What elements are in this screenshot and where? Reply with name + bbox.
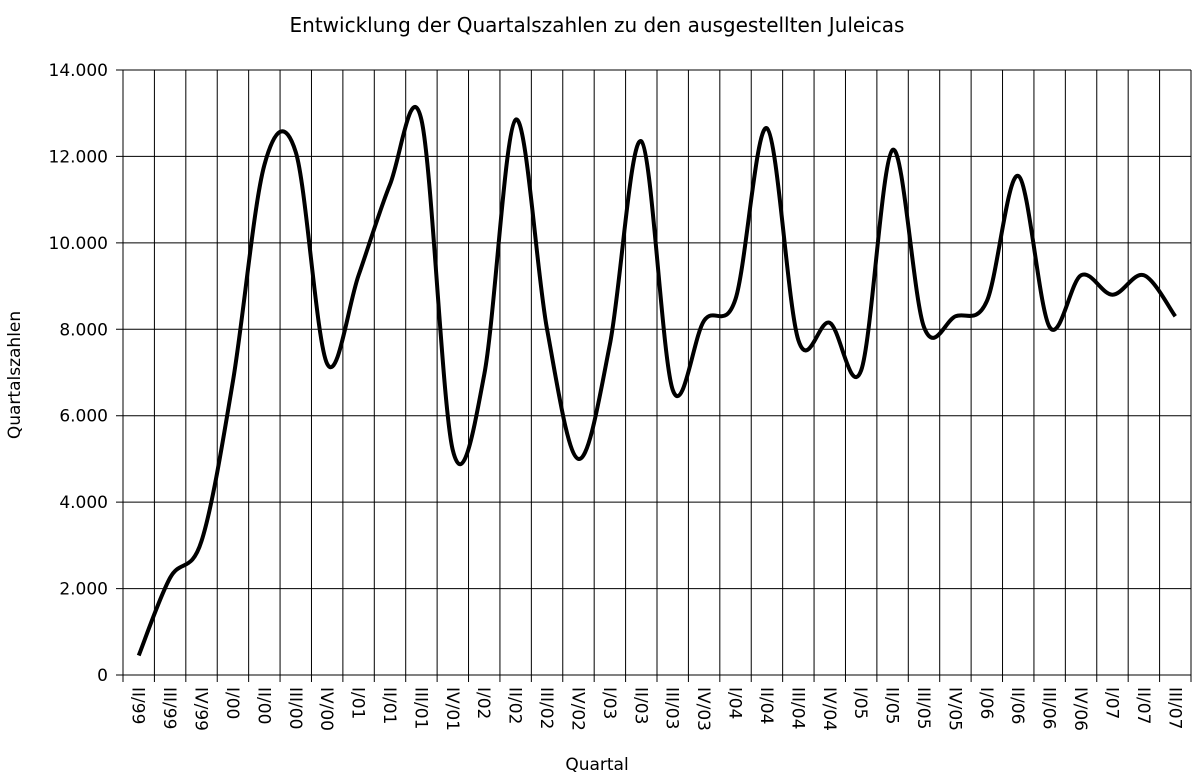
x-tick-label: II/07 — [1133, 687, 1153, 724]
x-tick-label: III/99 — [159, 687, 179, 729]
x-tick-label: II/04 — [756, 687, 776, 724]
x-tick-label: III/02 — [536, 687, 556, 729]
x-tick-label: III/00 — [285, 687, 305, 729]
y-axis-label: Quartalszahlen — [5, 311, 25, 439]
x-tick-label: II/00 — [253, 687, 273, 724]
x-tick-label: I/07 — [1101, 687, 1121, 719]
x-tick-label: IV/00 — [316, 687, 336, 731]
x-tick-label: IV/01 — [442, 687, 462, 731]
x-tick-label: III/06 — [1039, 687, 1059, 729]
x-tick-label: IV/02 — [567, 687, 587, 731]
x-tick-label: IV/03 — [693, 687, 713, 731]
x-tick-label: I/02 — [473, 687, 493, 719]
data-line — [136, 105, 1177, 657]
x-tick-label: I/03 — [599, 687, 619, 719]
x-tick-label: II/05 — [882, 687, 902, 724]
x-tick-label: III/04 — [787, 687, 807, 729]
y-tick-label: 12.000 — [49, 147, 108, 167]
x-tick-label: I/00 — [222, 687, 242, 719]
x-tick-label: III/01 — [410, 687, 430, 729]
x-tick-label: IV/99 — [191, 687, 211, 731]
y-tick-label: 6.000 — [59, 407, 108, 427]
x-tick-label: I/01 — [348, 687, 368, 719]
x-tick-label: II/99 — [128, 687, 148, 724]
y-tick-label: 14.000 — [49, 61, 108, 81]
chart-title: Entwicklung der Quartalszahlen zu den au… — [290, 13, 905, 37]
x-tick-label: II/06 — [1007, 687, 1027, 724]
x-tick-label: IV/04 — [819, 687, 839, 731]
x-tick-label: II/01 — [379, 687, 399, 724]
x-tick-label: II/02 — [505, 687, 525, 724]
x-tick-label: IV/05 — [944, 687, 964, 731]
y-tick-label: 8.000 — [59, 320, 108, 340]
x-axis-label: Quartal — [565, 755, 628, 775]
x-tick-label: I/04 — [725, 687, 745, 719]
x-tick-label: I/05 — [850, 687, 870, 719]
x-tick-label: I/06 — [976, 687, 996, 719]
x-tick-label: III/05 — [913, 687, 933, 729]
x-tick-label: III/03 — [662, 687, 682, 729]
y-tick-label: 2.000 — [59, 580, 108, 600]
y-tick-label: 4.000 — [59, 493, 108, 513]
x-tick-label: IV/06 — [1070, 687, 1090, 731]
x-tick-label: II/03 — [630, 687, 650, 724]
y-tick-label: 0 — [97, 666, 108, 686]
y-tick-label: 10.000 — [49, 234, 108, 254]
x-tick-label: III/07 — [1164, 687, 1184, 729]
